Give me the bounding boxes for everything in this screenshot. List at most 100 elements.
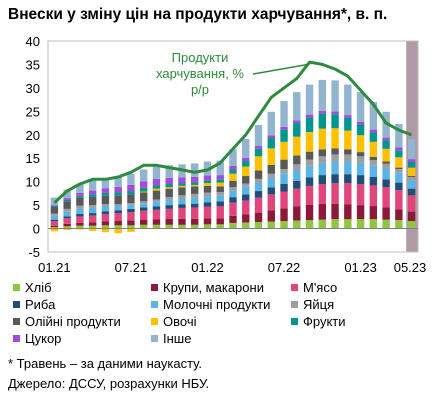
bar-segment [395, 209, 403, 221]
bar-segment [178, 207, 186, 219]
bar-segment [216, 191, 224, 196]
bar-segment [76, 195, 84, 198]
bar-segment [369, 129, 378, 133]
bar-segment [305, 131, 314, 152]
bar-segment [254, 170, 263, 179]
bar-segment [395, 220, 403, 229]
bar-segment [280, 126, 288, 130]
bar-segment [242, 157, 250, 162]
bar-segment [318, 219, 327, 229]
bar-segment [293, 206, 301, 221]
bar-segment [369, 185, 378, 207]
bar-segment [407, 179, 416, 189]
bar-segment [280, 208, 288, 222]
bar-segment [267, 210, 275, 222]
bar-segment [139, 210, 148, 220]
bar-segment [127, 220, 135, 226]
legend-label: Крупи, макарони [163, 280, 264, 295]
bar-segment [88, 207, 97, 214]
bar-segment [305, 177, 314, 186]
legend-swatch [291, 318, 298, 325]
bar-segment [191, 203, 199, 208]
bar-segment [139, 224, 148, 229]
legend-swatch [291, 284, 298, 291]
bar-segment [369, 206, 378, 220]
bar-segment [127, 225, 135, 229]
bar-segment [267, 221, 275, 229]
bar-segment [139, 219, 148, 225]
x-tick-label: 07.22 [268, 260, 301, 275]
bar-segment [242, 161, 250, 167]
bar-segment [165, 165, 173, 178]
legend-swatch [291, 301, 298, 308]
bar-segment [76, 183, 84, 193]
bar-segment [267, 164, 275, 174]
bar-segment [50, 206, 59, 207]
bar-segment [395, 147, 403, 151]
bar-segment [178, 198, 186, 205]
bar-segment [293, 92, 301, 121]
bar-segment [88, 225, 97, 229]
bar-segment [127, 184, 135, 192]
bar-segment [127, 212, 135, 221]
bar-segment [203, 202, 212, 207]
bar-segment [280, 141, 288, 160]
bar-segment [127, 194, 135, 204]
bar-segment [229, 187, 237, 191]
food-inflation-line [53, 60, 413, 204]
bar-segment [50, 228, 59, 232]
bar-segment [165, 205, 173, 209]
bar-segment [331, 219, 339, 229]
bar-segment [203, 183, 212, 186]
bar-segment [305, 185, 314, 205]
y-tick-label: 15 [26, 151, 40, 166]
bar-segment [293, 164, 301, 170]
bar-segment [267, 138, 275, 149]
bar-segment [267, 173, 275, 178]
bar-segment [407, 138, 416, 160]
legend-label: М'ясо [303, 280, 337, 295]
bar-segment [254, 221, 263, 229]
bar-segment [395, 157, 403, 168]
legend-swatch [151, 284, 158, 291]
bar-segment [280, 191, 288, 209]
bar-segment [165, 184, 173, 188]
bar-segment [165, 188, 173, 198]
bar-segment [382, 219, 390, 229]
bar-segment [114, 192, 122, 196]
bar-segment [318, 110, 327, 114]
bar-segment [114, 210, 122, 214]
bar-segment [216, 186, 224, 192]
plot-frame [47, 40, 419, 253]
legend-swatch [13, 335, 20, 342]
bar-segment [114, 176, 122, 187]
bar-segment [203, 185, 212, 193]
bar-segment [88, 205, 97, 208]
bar-segment [88, 190, 97, 195]
bar-segment [101, 192, 110, 196]
bar-segment [88, 222, 97, 226]
bar-segment [407, 176, 416, 180]
bar-segment [50, 221, 59, 226]
legend-swatch [151, 318, 158, 325]
bar-segment [229, 169, 237, 174]
bar-segment [305, 114, 314, 118]
x-tick-label: 01.23 [344, 260, 377, 275]
bar-segment [318, 184, 327, 204]
bar-segment [139, 207, 148, 211]
bar-segment [407, 195, 416, 212]
bar-segment [216, 201, 224, 207]
bar-segment [395, 123, 403, 148]
bar-segment [127, 191, 135, 195]
x-tick-label: 05.23 [394, 260, 427, 275]
bar-segment [344, 117, 352, 131]
bar-segment [280, 129, 288, 142]
bar-segment [216, 218, 224, 225]
bar-segment [242, 200, 250, 215]
bar-segment [191, 176, 199, 183]
legend-label: Молочні продукти [163, 297, 270, 312]
legend-swatch [151, 301, 158, 308]
bar-segment [165, 208, 173, 219]
bar-segment [178, 177, 186, 184]
y-tick-label: 10 [26, 175, 40, 190]
